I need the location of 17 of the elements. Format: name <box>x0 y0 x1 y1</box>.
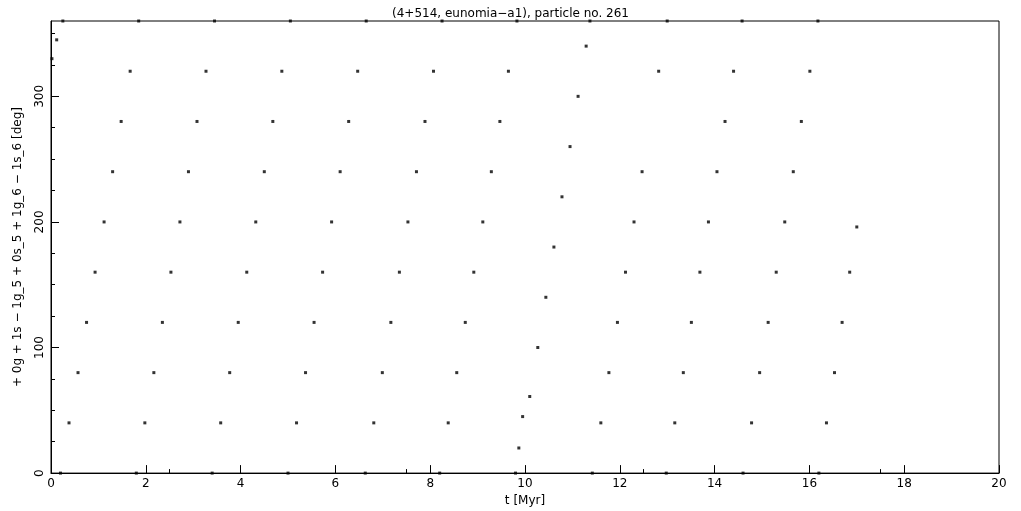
y-tick-label: 100 <box>32 336 46 359</box>
y-axis-title: + 0g + 1s − 1g_5 + 0s_5 + 1g_6 − 1s_6 [deg] <box>10 107 24 388</box>
chart-title: (4+514, eunomia−a1), particle no. 261 <box>392 6 629 20</box>
y-tick-label: 300 <box>32 84 46 108</box>
x-tick-label: 4 <box>236 476 245 491</box>
x-tick-label: 18 <box>896 476 912 491</box>
y-tick-label: 0 <box>32 469 46 477</box>
x-tick-label: 8 <box>426 476 435 491</box>
y-tick-label: 200 <box>32 210 46 234</box>
x-tick-label: 6 <box>331 476 340 491</box>
x-tick-label: 20 <box>991 476 1007 491</box>
x-axis-title: t [Myr] <box>504 493 546 507</box>
x-tick-label: 14 <box>706 476 723 491</box>
x-tick-label: 16 <box>801 476 818 491</box>
x-tick-label: 10 <box>517 476 533 491</box>
x-tick-label: 2 <box>141 476 150 491</box>
x-tick-label: 12 <box>612 476 628 491</box>
